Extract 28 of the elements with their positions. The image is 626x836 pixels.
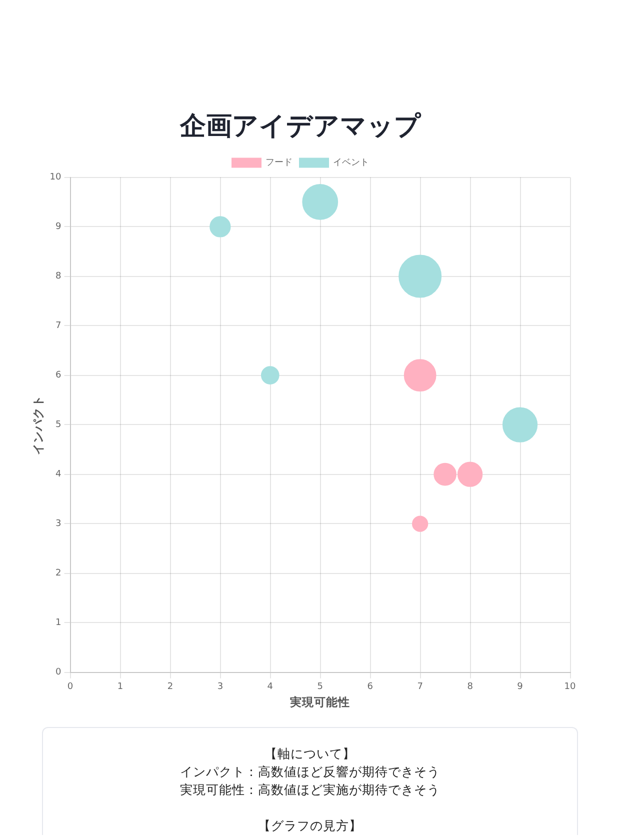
x-tick-label: 9 [517, 682, 524, 692]
y-tick-label: 7 [56, 321, 62, 332]
x-tick-label: 4 [267, 682, 274, 692]
y-tick-label: 6 [56, 370, 62, 381]
y-tick-label: 1 [56, 618, 62, 628]
x-tick-label: 5 [317, 682, 323, 692]
chart-title: 企画アイデアマップ [179, 111, 422, 142]
x-tick-label: 6 [367, 682, 374, 692]
x-tick-label: 10 [564, 682, 576, 692]
y-tick-label: 5 [56, 420, 62, 430]
x-tick-label: 1 [117, 682, 124, 692]
legend-label: イベント [333, 158, 369, 168]
y-tick-label: 0 [56, 668, 62, 678]
legend-label: フード [266, 158, 292, 168]
note-panel: 【軸について】 インパクト：高数値ほど反響が期待できそう 実現可能性：高数値ほど実施が期待できそう 【グラフの見方】 [42, 727, 578, 835]
y-tick-label: 2 [56, 568, 62, 579]
y-tick-label: 10 [50, 172, 62, 183]
y-tick-label: 4 [56, 470, 62, 480]
y-axis-title: インパクト [30, 394, 45, 455]
y-tick-label: 9 [56, 222, 62, 232]
x-axis-title: 実現可能性 [289, 695, 350, 710]
x-tick-label: 7 [417, 682, 423, 692]
x-tick-label: 8 [467, 682, 474, 692]
x-tick-label: 3 [217, 682, 224, 692]
y-tick-label: 8 [56, 272, 62, 282]
x-tick-label: 0 [67, 682, 74, 692]
x-tick-label: 2 [167, 682, 174, 692]
y-tick-label: 3 [56, 519, 62, 530]
